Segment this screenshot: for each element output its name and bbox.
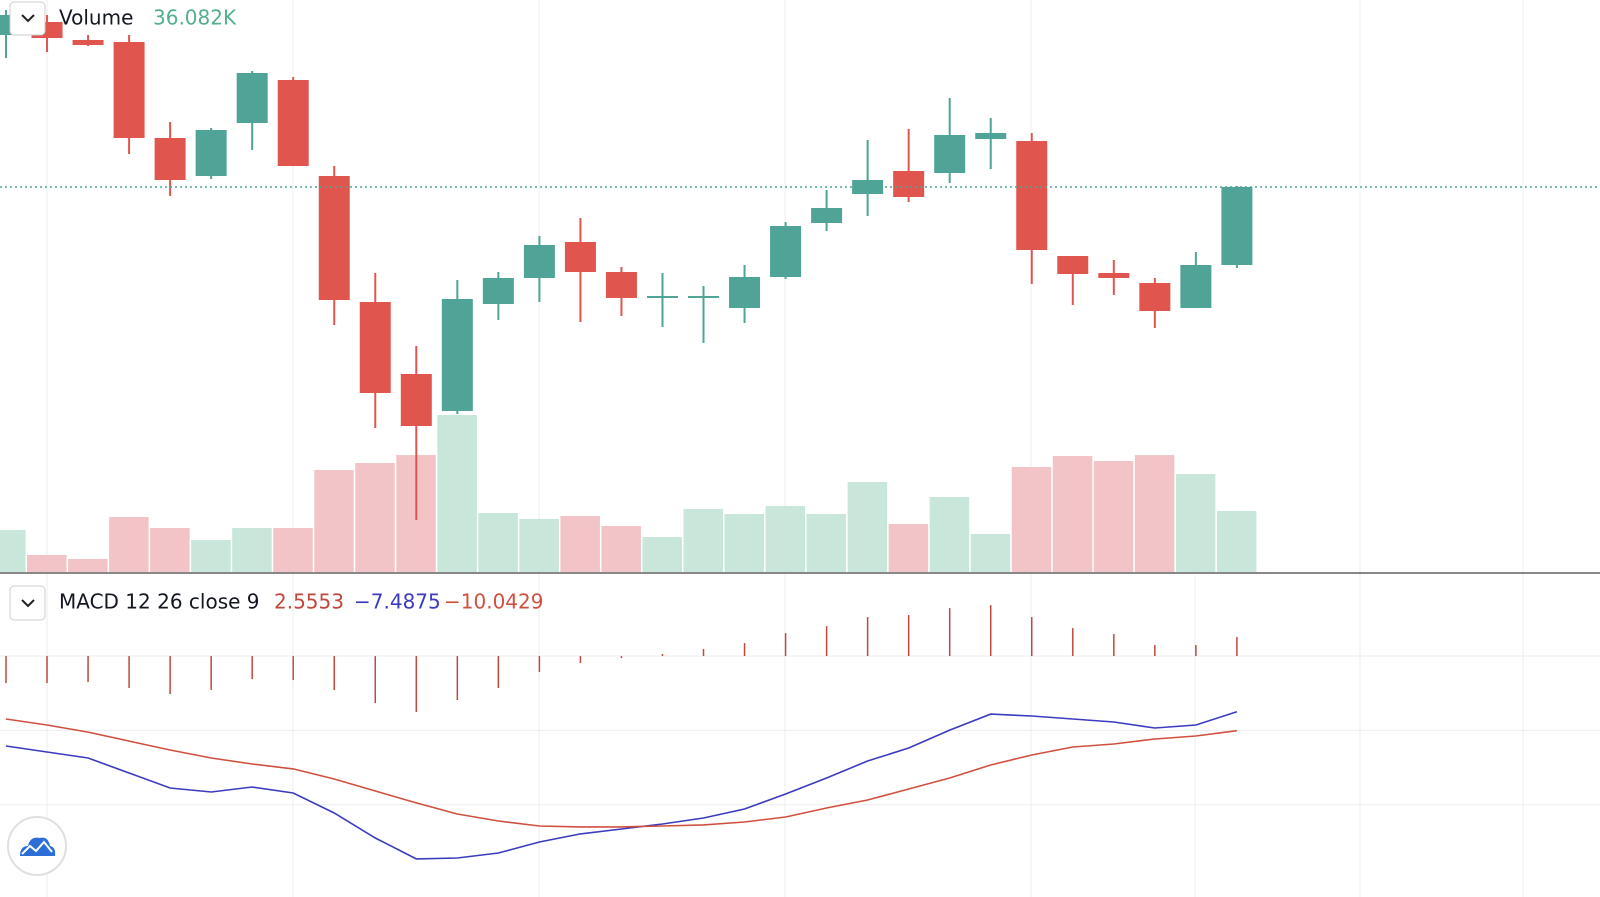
candle-body — [523, 245, 555, 278]
candle-body — [72, 40, 104, 45]
volume-bar — [683, 509, 724, 572]
macd-value: −7.4875 — [354, 590, 441, 614]
volume-bar — [314, 470, 354, 572]
volume-bar — [68, 559, 108, 572]
volume-bar — [601, 526, 641, 572]
candle-body — [482, 278, 514, 304]
volume-bar — [232, 528, 272, 572]
volume-bar — [724, 514, 765, 572]
volume-bar — [1052, 456, 1093, 572]
volume-bar — [1216, 511, 1257, 572]
candle-body — [605, 272, 637, 298]
volume-bar — [519, 519, 559, 572]
logo[interactable] — [7, 816, 67, 876]
candle-body — [975, 133, 1007, 139]
macd-line — [5, 710, 1238, 860]
macd-name: MACD 12 26 close 9 — [59, 590, 260, 614]
candle-body — [318, 176, 350, 300]
histogram-value: 2.5553 — [274, 590, 344, 614]
candle-body — [400, 374, 432, 426]
collapse-button[interactable] — [9, 585, 46, 621]
volume-legend: Volume 36.082K — [9, 1, 237, 36]
volume-bar — [437, 415, 477, 572]
candle-body — [934, 135, 966, 173]
candle-body — [770, 226, 802, 277]
macd-legend: MACD 12 26 close 9 2.5553 −7.4875 −10.04… — [9, 585, 543, 621]
volume-bar — [806, 514, 847, 572]
candle-body — [1016, 141, 1048, 250]
candle-body — [1180, 265, 1212, 308]
volume-bar — [1175, 474, 1216, 572]
volume-bar — [970, 534, 1011, 572]
candle-body — [1139, 283, 1171, 311]
candle-body — [646, 296, 678, 298]
volume-bar — [929, 497, 970, 572]
candle-body — [564, 242, 596, 272]
volume-bar — [888, 524, 929, 572]
volume-bar — [273, 528, 313, 572]
volume-bar — [1011, 467, 1052, 572]
volume-value: 36.082K — [153, 6, 237, 30]
volume-bar — [0, 530, 26, 572]
collapse-button[interactable] — [9, 1, 46, 36]
logo-line — [21, 840, 53, 855]
volume-bar — [109, 517, 149, 572]
candle-body — [1221, 187, 1253, 265]
volume-bar — [1134, 455, 1175, 572]
chevron-icon — [21, 599, 35, 608]
candle-body — [441, 299, 473, 411]
candle-body — [893, 171, 925, 197]
candle-body — [811, 208, 843, 223]
candle-body — [729, 277, 761, 308]
candle-body — [236, 73, 268, 123]
chevron-icon — [21, 14, 35, 23]
candle-body — [277, 80, 309, 166]
candle-body — [154, 138, 186, 180]
candle-body — [195, 130, 227, 176]
signal-value: −10.0429 — [444, 590, 543, 614]
volume-bar — [478, 513, 518, 572]
candle-body — [1098, 273, 1130, 278]
volume-bar — [355, 463, 395, 572]
volume-name: Volume — [59, 6, 133, 30]
macd-line — [5, 718, 1238, 828]
volume-bar — [560, 516, 600, 572]
volume-bar — [27, 555, 67, 572]
volume-bar — [1093, 461, 1134, 572]
candle-body — [1057, 256, 1089, 274]
vertical-grid — [46, 0, 1524, 897]
logo-cloud — [20, 837, 56, 856]
volume-bar — [642, 537, 682, 572]
volume-bar — [847, 482, 888, 572]
volume-bar — [150, 528, 190, 572]
candle-body — [688, 296, 720, 298]
candle-body — [113, 42, 145, 138]
candle-body — [359, 302, 391, 393]
candle-body — [852, 180, 884, 194]
plot — [0, 10, 1600, 860]
volume-bar — [765, 506, 806, 572]
volume-bar — [191, 540, 231, 572]
